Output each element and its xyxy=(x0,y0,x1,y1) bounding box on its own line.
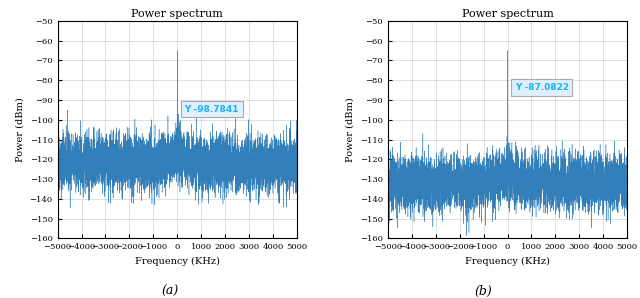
Title: Power spectrum: Power spectrum xyxy=(461,9,554,19)
Text: Y -98.7841: Y -98.7841 xyxy=(184,105,239,114)
Y-axis label: Power (dBm): Power (dBm) xyxy=(346,97,355,162)
Text: Y -87.0822: Y -87.0822 xyxy=(515,83,569,92)
X-axis label: Frequency (KHz): Frequency (KHz) xyxy=(135,257,220,266)
Title: Power spectrum: Power spectrum xyxy=(131,9,223,19)
Y-axis label: Power (dBm): Power (dBm) xyxy=(15,97,24,162)
Text: (b): (b) xyxy=(474,285,492,298)
X-axis label: Frequency (KHz): Frequency (KHz) xyxy=(465,257,550,266)
Text: (a): (a) xyxy=(161,285,178,298)
